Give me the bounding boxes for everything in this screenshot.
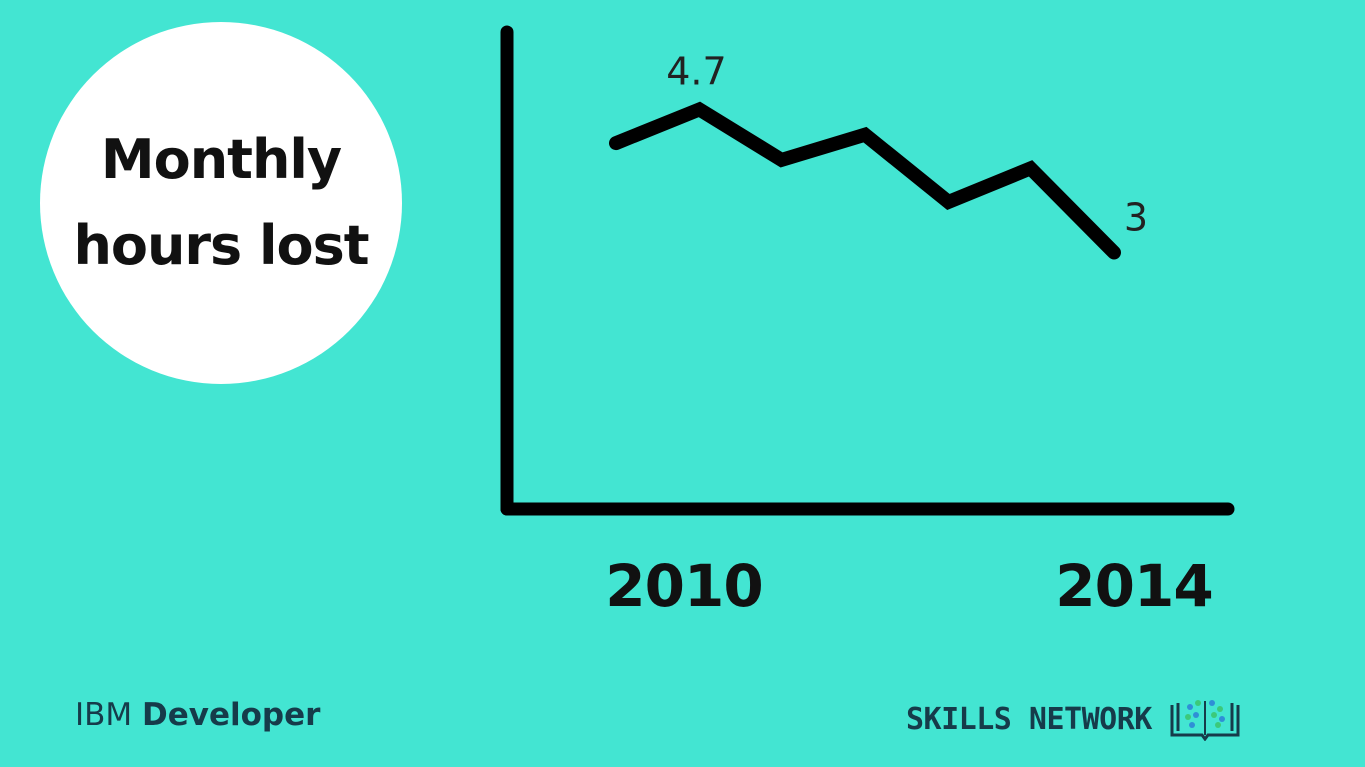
book-network-icon xyxy=(1170,700,1240,741)
footer-brand-ibm: IBM xyxy=(75,697,133,733)
skills-network-text: SKILLS NETWORK xyxy=(906,701,1152,737)
x-tick-label-2010: 2010 xyxy=(605,552,762,620)
title-line-1: Monthly xyxy=(100,128,342,191)
skills-network-logo: SKILLS NETWORK xyxy=(906,697,1242,741)
data-label-3: 3 xyxy=(1124,196,1148,240)
footer-brand-developer: Developer xyxy=(142,697,321,733)
chart-title: Monthly hours lost xyxy=(73,117,369,289)
series-line xyxy=(609,101,1121,260)
x-tick-label-2014: 2014 xyxy=(1055,552,1212,620)
title-line-2: hours lost xyxy=(73,214,369,277)
data-label-4.7: 4.7 xyxy=(666,49,726,93)
ibm-developer-logo: IBM Developer xyxy=(75,697,320,733)
title-circle: Monthly hours lost xyxy=(40,22,402,384)
